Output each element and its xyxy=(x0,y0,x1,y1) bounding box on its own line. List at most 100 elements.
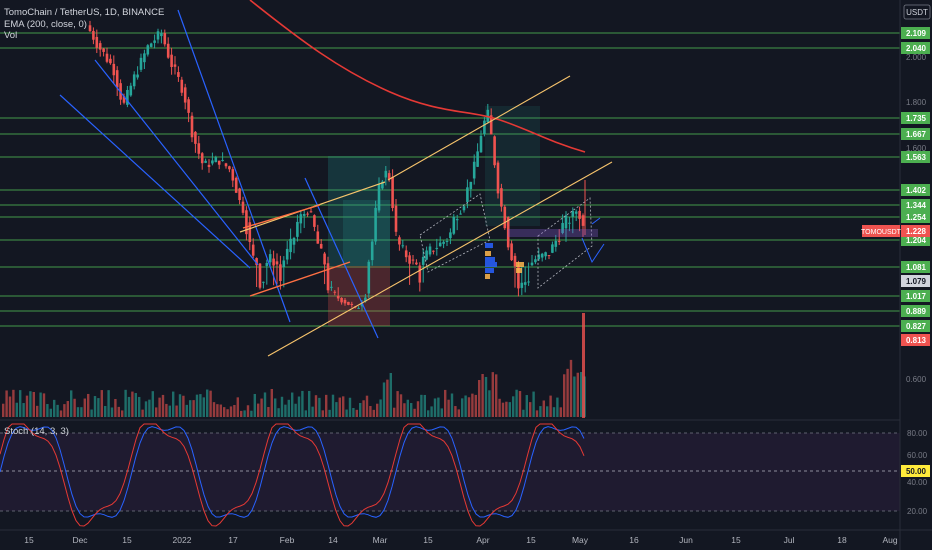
candle-body xyxy=(367,261,371,294)
candle-body xyxy=(132,74,136,87)
volume-bar xyxy=(297,396,301,417)
volume-bar xyxy=(223,407,226,417)
volume-bar xyxy=(566,368,569,417)
volume-bar xyxy=(117,406,120,417)
candle xyxy=(466,179,469,209)
candle-body xyxy=(309,211,313,213)
volume-bar xyxy=(386,379,389,417)
volume-bar xyxy=(267,407,270,417)
stoch-k-line xyxy=(0,426,585,518)
candle-body xyxy=(469,181,473,190)
volume-bar xyxy=(539,406,542,417)
candle-body xyxy=(149,43,153,47)
candle-body xyxy=(381,181,384,189)
candle-body xyxy=(102,48,105,52)
candle xyxy=(197,135,201,160)
candle-body xyxy=(340,297,343,303)
candle xyxy=(401,239,405,249)
volume-bar xyxy=(70,390,73,417)
volume-bar xyxy=(175,405,178,417)
volume-bar xyxy=(192,400,195,417)
volume-bar xyxy=(365,395,369,417)
volume-bar xyxy=(246,405,250,417)
candle-body xyxy=(561,222,564,233)
stoch-indicator-label[interactable]: Stoch (14, 3, 3) xyxy=(4,426,69,437)
candle xyxy=(143,49,146,70)
volume-bar xyxy=(437,397,440,417)
level-tag-text: 1.017 xyxy=(906,292,927,301)
candle-body xyxy=(530,262,534,266)
ema-indicator-label[interactable]: EMA (200, close, 0) xyxy=(4,18,87,30)
volume-bar xyxy=(25,395,29,417)
candle-body xyxy=(95,36,99,48)
volume-bar xyxy=(410,403,413,417)
time-label: 15 xyxy=(122,535,132,545)
volume-bar xyxy=(430,406,433,417)
time-label: Jun xyxy=(679,535,693,545)
volume-bar-spike xyxy=(582,313,585,418)
candle-body xyxy=(180,79,184,93)
candle-body xyxy=(245,210,248,235)
candle xyxy=(112,55,116,84)
volume-bar xyxy=(301,390,304,417)
volume-bar xyxy=(478,380,481,417)
volume-bar xyxy=(450,393,454,417)
candle-body xyxy=(564,215,568,229)
volume-bar xyxy=(15,402,18,417)
candle xyxy=(411,254,415,265)
trendline-blue xyxy=(59,94,251,269)
time-label: 17 xyxy=(228,535,238,545)
volume-bar xyxy=(454,406,457,417)
volume-bar xyxy=(396,391,399,417)
candle xyxy=(279,255,282,290)
candle xyxy=(306,211,309,217)
candle-body xyxy=(438,242,442,247)
volume-profile-bar xyxy=(516,268,522,273)
candle xyxy=(571,207,575,234)
candle xyxy=(449,228,452,245)
candle xyxy=(537,248,541,261)
volume-bar xyxy=(76,407,80,417)
candle-body xyxy=(374,207,377,242)
candle xyxy=(350,301,354,308)
volume-bar xyxy=(83,398,86,417)
candle-body xyxy=(489,115,493,135)
volume-bar xyxy=(399,394,403,417)
candle xyxy=(323,251,326,285)
candle xyxy=(503,204,507,230)
volume-bar xyxy=(515,389,518,417)
level-tag-text: 0.889 xyxy=(906,307,927,316)
volume-bar xyxy=(270,389,273,417)
symbol-tag xyxy=(862,225,900,237)
volume-bar xyxy=(481,373,484,417)
candle-body xyxy=(214,157,218,163)
candle-body xyxy=(544,252,547,257)
candle-body xyxy=(421,256,425,265)
candle-body xyxy=(160,33,163,37)
volume-indicator-label[interactable]: Vol xyxy=(4,30,18,41)
channel-line-orange xyxy=(242,204,321,229)
candle xyxy=(194,131,197,153)
candle xyxy=(92,27,95,45)
volume-bar xyxy=(240,410,243,417)
candle-body xyxy=(506,217,510,248)
volume-bar xyxy=(440,408,443,417)
candle-body xyxy=(234,177,238,193)
candle-body xyxy=(547,255,551,257)
candle xyxy=(190,112,194,143)
symbol-title[interactable]: TomoChain / TetherUS, 1D, BINANCE xyxy=(4,7,165,18)
candle-body xyxy=(170,54,173,68)
parallel-channel xyxy=(419,193,491,273)
candle-body xyxy=(496,162,500,194)
volume-profile-bar xyxy=(485,243,493,248)
candle xyxy=(564,211,568,242)
volume-bar xyxy=(172,391,175,417)
candle-body xyxy=(578,210,581,219)
candle-body xyxy=(554,240,558,247)
volume-bar xyxy=(484,376,488,417)
volume-bar xyxy=(66,401,69,417)
candle-body xyxy=(537,254,541,260)
price-tick: 0.600 xyxy=(906,375,927,384)
candle-body xyxy=(231,169,235,181)
